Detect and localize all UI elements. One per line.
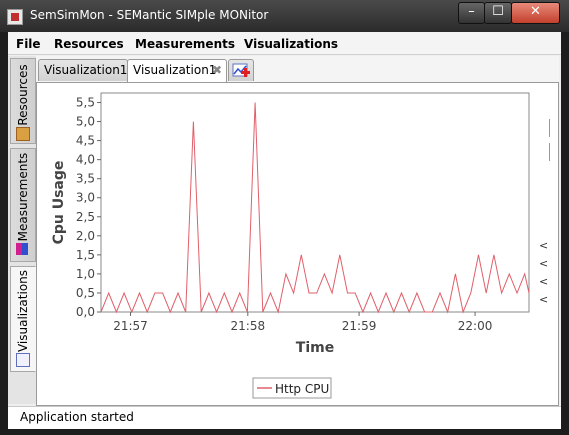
y-tick-label: 4,5 [76,134,95,148]
y-tick-label: 0,5 [76,286,95,300]
visualizations-icon [16,353,30,367]
side-tab-label: Measurements [16,152,30,242]
menu-resources[interactable]: Resources [54,37,124,51]
collapse-arrow-icon[interactable]: < [539,293,549,306]
app-icon [7,9,23,25]
y-tick-label: 1,5 [76,248,95,262]
maximize-icon: ☐ [492,4,504,19]
status-text: Application started [20,410,134,424]
menu-measurements[interactable]: Measurements [135,37,235,51]
minimize-icon: – [468,4,475,19]
tab-label: Visualization1 [44,63,128,77]
y-tick-label: 3,5 [76,172,95,186]
window-title: SemSimMon - SEMantic SIMple MONitor [30,8,269,22]
y-tick-label: 2,5 [76,210,95,224]
visualization-tab-row: Visualization1 Visualization1 ✖ [36,56,559,82]
collapse-arrow-icon[interactable]: < [539,239,549,252]
main-content: Visualization1 Visualization1 ✖ [36,56,559,406]
x-tick-label: 21:58 [231,319,266,333]
menu-file[interactable]: File [16,37,41,51]
add-chart-icon [232,63,250,77]
x-tick-label: 22:00 [458,319,493,333]
tab-close-icon[interactable]: ✖ [212,63,223,77]
side-tab-measurements[interactable]: Measurements [10,148,36,262]
scroll-handle[interactable] [549,143,550,161]
maximize-button[interactable]: ☐ [484,2,512,24]
close-icon: ✕ [530,4,541,19]
collapse-arrow-icon[interactable]: < [539,275,549,288]
y-axis-label: Cpu Usage [51,161,67,245]
side-tab-label: Visualizations [16,269,30,353]
measurements-icon [16,243,28,255]
minimize-button[interactable]: – [458,2,485,24]
y-tick-label: 4,0 [76,153,95,167]
y-tick-label: 2,0 [76,229,95,243]
resources-icon [16,127,30,141]
x-tick-label: 21:59 [342,319,377,333]
client-area: File Resources Measurements Visualizatio… [8,32,561,429]
x-axis-label: Time [296,340,334,356]
series-line-http-cpu [100,102,530,314]
collapse-arrow-icon[interactable]: < [539,257,549,270]
plot-area [100,92,530,313]
scroll-handle[interactable] [549,119,550,137]
title-bar[interactable]: SemSimMon - SEMantic SIMple MONitor – ☐ … [0,0,569,32]
cpu-usage-chart: 0,0 0,5 1,0 1,5 2,0 2,5 3,0 3,5 4,0 4,5 5,0 5,5 21:… [51,92,530,399]
chart-panel: 0,0 0,5 1,0 1,5 2,0 2,5 3,0 3,5 4,0 4,5 5,0 5,5 21:… [36,82,559,406]
tab-visualization1-active[interactable]: Visualization1 ✖ [127,59,227,82]
y-tick-label: 1,0 [76,267,95,281]
y-tick-label: 0,0 [76,305,95,319]
menu-visualizations[interactable]: Visualizations [244,37,339,51]
legend: Http CPU [252,377,332,399]
side-tab-visualizations[interactable]: Visualizations [10,266,36,372]
side-tab-strip: Resources Measurements Visualizations [8,56,36,404]
tab-label: Visualization1 [133,63,217,77]
tab-visualization1[interactable]: Visualization1 [38,59,128,81]
y-tick-label: 3,0 [76,191,95,205]
add-visualization-button[interactable] [228,59,254,81]
side-tab-label: Resources [16,64,30,126]
x-tick-label: 21:57 [113,319,148,333]
y-tick-label: 5,0 [76,115,95,129]
legend-label: Http CPU [275,382,329,396]
close-button[interactable]: ✕ [511,2,560,24]
side-tab-resources[interactable]: Resources [10,58,36,144]
legend-box [252,377,332,399]
status-bar: Application started [8,406,561,429]
menu-bar: File Resources Measurements Visualizatio… [8,32,561,55]
y-tick-label: 5,5 [76,96,95,110]
